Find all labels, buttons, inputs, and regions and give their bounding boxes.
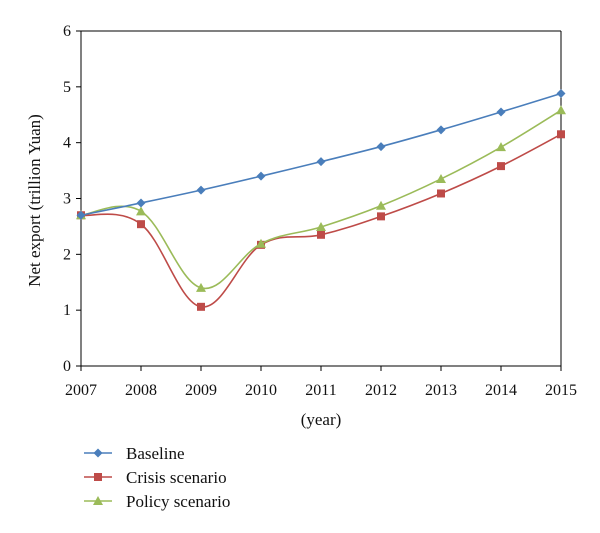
x-tick-label: 2013 <box>425 382 457 399</box>
data-point <box>317 230 325 239</box>
data-point <box>136 198 146 208</box>
legend-swatch-marker <box>93 448 103 458</box>
data-point <box>196 185 206 195</box>
legend: Baseline Crisis scenario Policy scenario <box>84 444 230 511</box>
x-tick-label: 2007 <box>65 382 97 399</box>
data-point <box>196 282 206 292</box>
data-point <box>256 171 266 181</box>
x-tick-label: 2011 <box>305 382 336 399</box>
y-tick-label: 4 <box>63 135 71 152</box>
legend-item: Policy scenario <box>84 492 230 511</box>
data-point <box>497 162 505 171</box>
legend-label: Baseline <box>126 444 185 463</box>
data-point <box>376 200 386 210</box>
legend-label: Policy scenario <box>126 492 230 511</box>
legend-item: Crisis scenario <box>84 468 227 487</box>
data-point <box>76 210 86 220</box>
ticks: 0 1 2 3 4 5 6 2007 2008 2009 2010 2011 2012 2013 2014 2… <box>63 23 577 399</box>
series-line <box>80 109 562 290</box>
data-point <box>377 212 385 221</box>
x-tick-label: 2009 <box>185 382 217 399</box>
y-tick-label: 1 <box>63 302 71 319</box>
y-tick-label: 2 <box>63 246 71 263</box>
y-axis-title: Net export (trillion Yuan) <box>25 114 44 287</box>
legend-swatch-marker <box>94 473 102 481</box>
x-tick-label: 2014 <box>485 382 517 399</box>
x-tick-label: 2008 <box>125 382 157 399</box>
series <box>76 89 566 311</box>
data-point <box>256 238 266 248</box>
y-tick-label: 5 <box>63 79 71 96</box>
x-tick-label: 2010 <box>245 382 277 399</box>
data-point <box>376 142 386 152</box>
legend-label: Crisis scenario <box>126 468 227 487</box>
data-point <box>197 302 205 311</box>
series-policy-scenario <box>76 105 566 292</box>
data-point <box>496 107 506 117</box>
series-line <box>80 133 562 308</box>
data-point <box>556 89 566 99</box>
x-tick-label: 2015 <box>545 382 577 399</box>
data-point <box>136 206 146 216</box>
axes <box>80 30 562 367</box>
legend-item: Baseline <box>84 444 185 463</box>
x-axis-title: (year) <box>301 410 342 429</box>
x-tick-label: 2012 <box>365 382 397 399</box>
data-point <box>437 189 445 198</box>
series-baseline <box>76 89 566 220</box>
y-tick-label: 0 <box>63 358 71 375</box>
data-point <box>436 173 446 183</box>
legend-swatch-marker <box>93 496 103 505</box>
data-point <box>436 125 446 135</box>
data-point <box>316 221 326 231</box>
y-tick-label: 3 <box>63 191 71 208</box>
data-point <box>137 220 145 229</box>
data-point <box>496 142 506 152</box>
data-point <box>556 105 566 115</box>
data-point <box>316 157 326 167</box>
data-point <box>557 130 565 139</box>
y-tick-label: 6 <box>63 23 71 40</box>
